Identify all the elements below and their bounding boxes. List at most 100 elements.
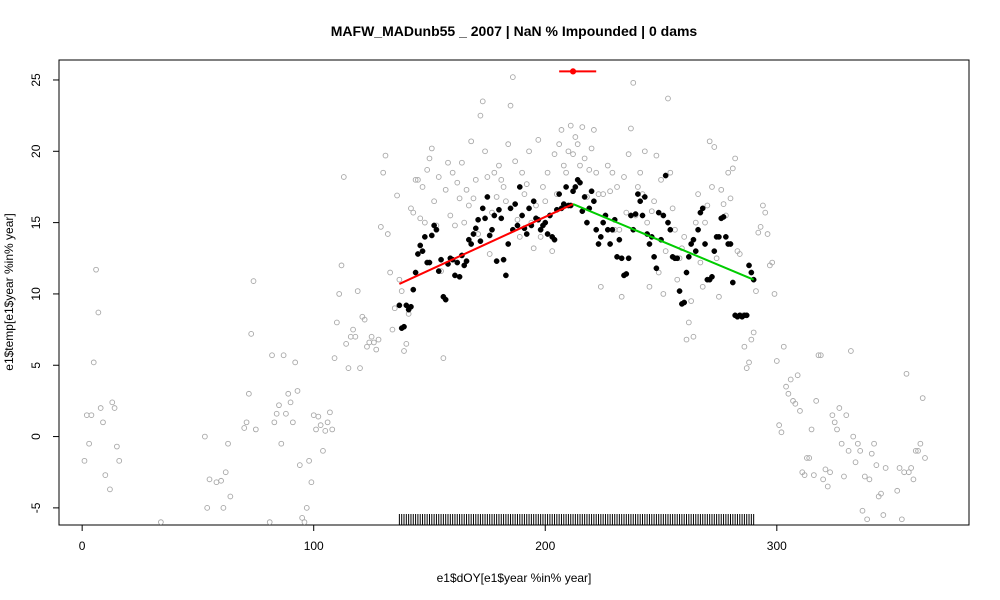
data-point bbox=[158, 519, 164, 525]
data-point bbox=[204, 505, 211, 511]
data-point bbox=[727, 195, 734, 202]
data-point bbox=[778, 429, 785, 436]
data-point bbox=[306, 457, 312, 464]
data-point bbox=[313, 426, 319, 433]
fitted-data-point bbox=[461, 262, 468, 269]
data-point bbox=[591, 127, 597, 133]
data-point bbox=[368, 333, 375, 340]
rug-marks bbox=[398, 514, 755, 525]
data-point bbox=[283, 410, 289, 417]
y-tick-label: 15 bbox=[29, 216, 43, 230]
data-point bbox=[658, 176, 664, 183]
data-point bbox=[303, 505, 310, 511]
data-point bbox=[456, 195, 463, 202]
fitted-data-point bbox=[685, 253, 692, 260]
fitted-window-series bbox=[396, 172, 757, 332]
data-point bbox=[338, 262, 345, 269]
fitted-data-point bbox=[475, 216, 481, 223]
fitted-data-point bbox=[507, 205, 514, 212]
data-point bbox=[530, 245, 537, 252]
data-point bbox=[83, 412, 90, 419]
data-point bbox=[315, 413, 322, 420]
data-point bbox=[683, 336, 690, 343]
x-axis-label: e1$dOY[e1$year %in% year] bbox=[437, 571, 592, 585]
data-point bbox=[394, 192, 400, 199]
fitted-data-point bbox=[419, 248, 426, 254]
fitted-data-point bbox=[676, 288, 683, 294]
data-point bbox=[868, 450, 875, 457]
fitted-data-point bbox=[607, 241, 613, 247]
data-point bbox=[776, 422, 782, 429]
data-point bbox=[352, 333, 359, 340]
data-point bbox=[387, 269, 393, 276]
fitted-data-point bbox=[655, 209, 662, 216]
data-point bbox=[540, 184, 546, 190]
fitted-data-point bbox=[746, 262, 752, 269]
fitted-data-point bbox=[542, 219, 549, 226]
data-point bbox=[484, 174, 491, 180]
data-point bbox=[577, 162, 583, 169]
data-point bbox=[685, 319, 692, 326]
data-point bbox=[801, 472, 808, 478]
fitted-data-point bbox=[417, 242, 424, 249]
x-tick-label: 300 bbox=[767, 539, 787, 553]
data-point bbox=[637, 169, 644, 176]
x-tick-label: 0 bbox=[79, 539, 86, 553]
data-point bbox=[320, 447, 326, 454]
data-point bbox=[702, 219, 708, 226]
fitted-data-point bbox=[729, 279, 736, 286]
data-point bbox=[896, 465, 903, 471]
data-point bbox=[667, 169, 674, 176]
data-point bbox=[354, 288, 361, 294]
data-point bbox=[672, 226, 678, 233]
data-point bbox=[618, 293, 625, 300]
fitted-data-point bbox=[716, 234, 722, 240]
data-point bbox=[465, 202, 472, 209]
data-point bbox=[459, 159, 465, 166]
x-tick-label: 100 bbox=[304, 539, 324, 553]
data-point bbox=[535, 137, 542, 143]
data-point bbox=[746, 359, 752, 366]
data-point bbox=[503, 198, 509, 205]
data-point bbox=[380, 169, 387, 176]
data-point bbox=[486, 251, 493, 257]
data-point bbox=[755, 229, 762, 236]
data-point bbox=[491, 169, 498, 176]
data-point bbox=[908, 465, 914, 471]
fitted-data-point bbox=[505, 241, 512, 247]
data-point bbox=[243, 419, 250, 426]
data-point bbox=[570, 151, 576, 157]
fitted-data-point bbox=[544, 231, 551, 237]
data-point bbox=[470, 195, 477, 202]
fitted-data-point bbox=[512, 201, 519, 207]
data-point bbox=[509, 74, 516, 80]
data-point bbox=[322, 428, 329, 434]
data-point bbox=[558, 127, 565, 133]
data-point bbox=[542, 198, 549, 205]
fitted-data-point bbox=[491, 212, 498, 219]
data-point bbox=[917, 440, 924, 447]
y-tick-label: 20 bbox=[29, 144, 43, 158]
fitted-data-point bbox=[412, 269, 419, 276]
data-point bbox=[81, 457, 88, 464]
data-point bbox=[732, 155, 738, 162]
data-point bbox=[340, 174, 347, 180]
data-point bbox=[792, 400, 799, 407]
data-point bbox=[831, 419, 838, 426]
data-point bbox=[873, 462, 880, 468]
fitted-data-point bbox=[479, 205, 486, 212]
x-tick-label: 200 bbox=[535, 539, 555, 553]
fitted-data-point bbox=[493, 258, 500, 264]
fitted-data-point bbox=[484, 194, 491, 200]
data-point bbox=[769, 259, 776, 266]
data-point bbox=[97, 405, 104, 411]
data-point bbox=[716, 293, 722, 300]
rising-segment-line bbox=[398, 203, 574, 285]
data-point bbox=[838, 440, 845, 447]
data-point bbox=[861, 473, 868, 480]
data-point bbox=[412, 176, 419, 183]
fitted-data-point bbox=[697, 209, 704, 216]
data-point bbox=[725, 169, 732, 176]
data-point bbox=[93, 266, 99, 273]
data-point bbox=[287, 399, 294, 406]
